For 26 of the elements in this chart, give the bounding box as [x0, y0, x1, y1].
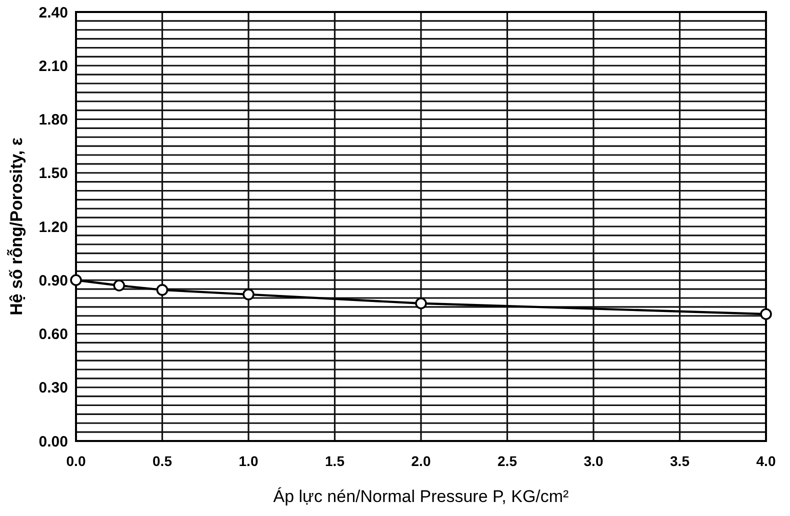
x-tick-label: 1.0	[238, 453, 258, 469]
y-tick-label: 2.10	[38, 58, 68, 75]
x-tick-label: 0.0	[66, 453, 86, 469]
point	[242, 288, 254, 300]
x-tick-label: 2.5	[498, 453, 518, 469]
point	[156, 284, 168, 296]
point	[415, 297, 427, 310]
x-tick-label: 4.0	[756, 453, 776, 469]
x-tick-label: 0.5	[152, 453, 172, 469]
y-tick-label: 0.90	[38, 272, 68, 290]
x-tick-label: 3.5	[670, 453, 690, 469]
y-tick-label: 1.20	[38, 218, 68, 236]
y-tick-label: 0.00	[38, 433, 68, 450]
x-tick-label: 2.0	[411, 453, 431, 469]
y-tick-label: 2.40	[38, 4, 68, 22]
x-axis-title: Áp lực nén/Normal Pressure P, KG/cm²	[273, 487, 570, 506]
y-tick-label: 1.50	[38, 165, 68, 182]
point	[760, 308, 772, 320]
point	[70, 274, 82, 286]
y-tick-label: 0.60	[38, 326, 68, 343]
x-tick-label: 1.5	[325, 453, 345, 469]
x-tick-label: 3.0	[584, 453, 604, 469]
point	[113, 280, 126, 292]
y-axis-title: Hệ số rỗng/Porosity, ε	[7, 138, 26, 316]
y-tick-label: 1.80	[38, 112, 68, 128]
y-tick-label: 0.30	[38, 380, 68, 397]
